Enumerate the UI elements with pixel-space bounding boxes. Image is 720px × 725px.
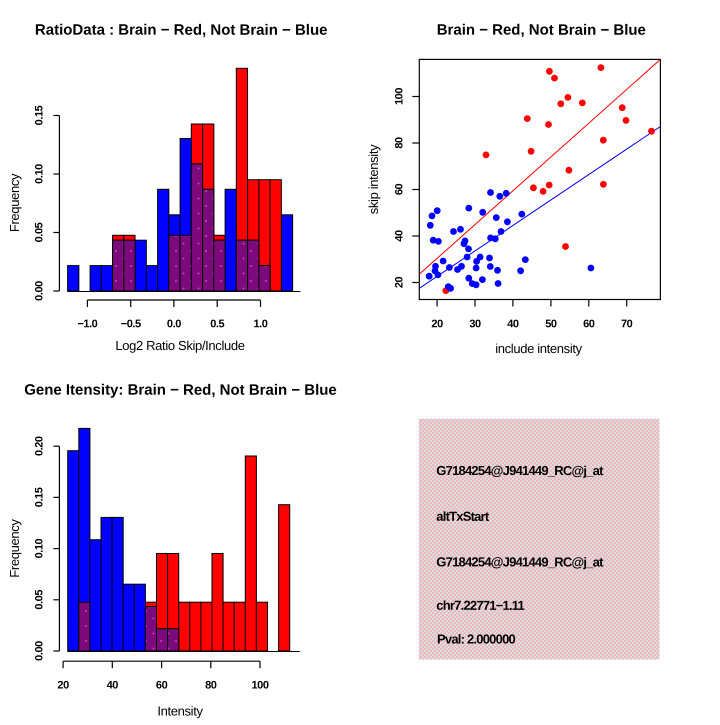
- svg-text:60: 60: [393, 184, 405, 196]
- svg-text:skip intensity: skip intensity: [366, 144, 381, 214]
- svg-text:100: 100: [251, 679, 268, 691]
- svg-text:G7184254@J941449_RC@j_at: G7184254@J941449_RC@j_at: [436, 554, 604, 569]
- svg-text:60: 60: [156, 679, 168, 691]
- svg-text:20: 20: [57, 679, 69, 691]
- svg-text:0.15: 0.15: [34, 105, 46, 125]
- svg-text:20: 20: [431, 318, 443, 330]
- svg-text:0.05: 0.05: [34, 590, 46, 610]
- svg-text:−1.0: −1.0: [77, 318, 97, 330]
- svg-text:0.20: 0.20: [34, 436, 46, 456]
- svg-text:Gene Itensity: Brain − Red, No: Gene Itensity: Brain − Red, Not Brain − …: [24, 382, 337, 399]
- svg-text:Frequency: Frequency: [7, 173, 22, 232]
- svg-text:70: 70: [621, 318, 633, 330]
- svg-text:0.5: 0.5: [210, 318, 224, 330]
- svg-text:80: 80: [393, 137, 405, 149]
- svg-text:100: 100: [393, 88, 405, 105]
- svg-text:0.15: 0.15: [34, 487, 46, 507]
- svg-text:40: 40: [393, 230, 405, 242]
- svg-text:80: 80: [205, 679, 217, 691]
- svg-text:altTxStart: altTxStart: [436, 509, 490, 524]
- svg-text:0.00: 0.00: [34, 281, 46, 301]
- svg-text:Pval: 2.000000: Pval: 2.000000: [437, 632, 516, 647]
- svg-text:30: 30: [469, 318, 481, 330]
- svg-text:0.00: 0.00: [34, 641, 46, 661]
- svg-text:1.0: 1.0: [254, 318, 268, 330]
- svg-text:−0.5: −0.5: [121, 318, 141, 330]
- svg-text:include intensity: include intensity: [495, 341, 582, 356]
- svg-text:0.05: 0.05: [34, 222, 46, 242]
- svg-text:RatioData : Brain − Red, Not B: RatioData : Brain − Red, Not Brain − Blu…: [35, 22, 328, 39]
- svg-text:60: 60: [583, 318, 595, 330]
- svg-text:0.10: 0.10: [34, 538, 46, 558]
- svg-text:Frequency: Frequency: [7, 519, 22, 578]
- svg-text:Intensity: Intensity: [157, 703, 203, 718]
- svg-text:20: 20: [393, 277, 405, 289]
- svg-text:chr7.22771−1.11: chr7.22771−1.11: [436, 598, 524, 613]
- svg-text:0.10: 0.10: [34, 164, 46, 184]
- svg-text:Log2 Ratio Skip/Include: Log2 Ratio Skip/Include: [115, 338, 244, 353]
- svg-text:50: 50: [545, 318, 557, 330]
- svg-text:Brain − Red, Not Brain − Blue: Brain − Red, Not Brain − Blue: [437, 22, 646, 39]
- svg-text:0.0: 0.0: [167, 318, 181, 330]
- svg-text:G7184254@J941449_RC@j_at: G7184254@J941449_RC@j_at: [436, 463, 604, 478]
- svg-text:40: 40: [107, 679, 119, 691]
- svg-text:40: 40: [507, 318, 519, 330]
